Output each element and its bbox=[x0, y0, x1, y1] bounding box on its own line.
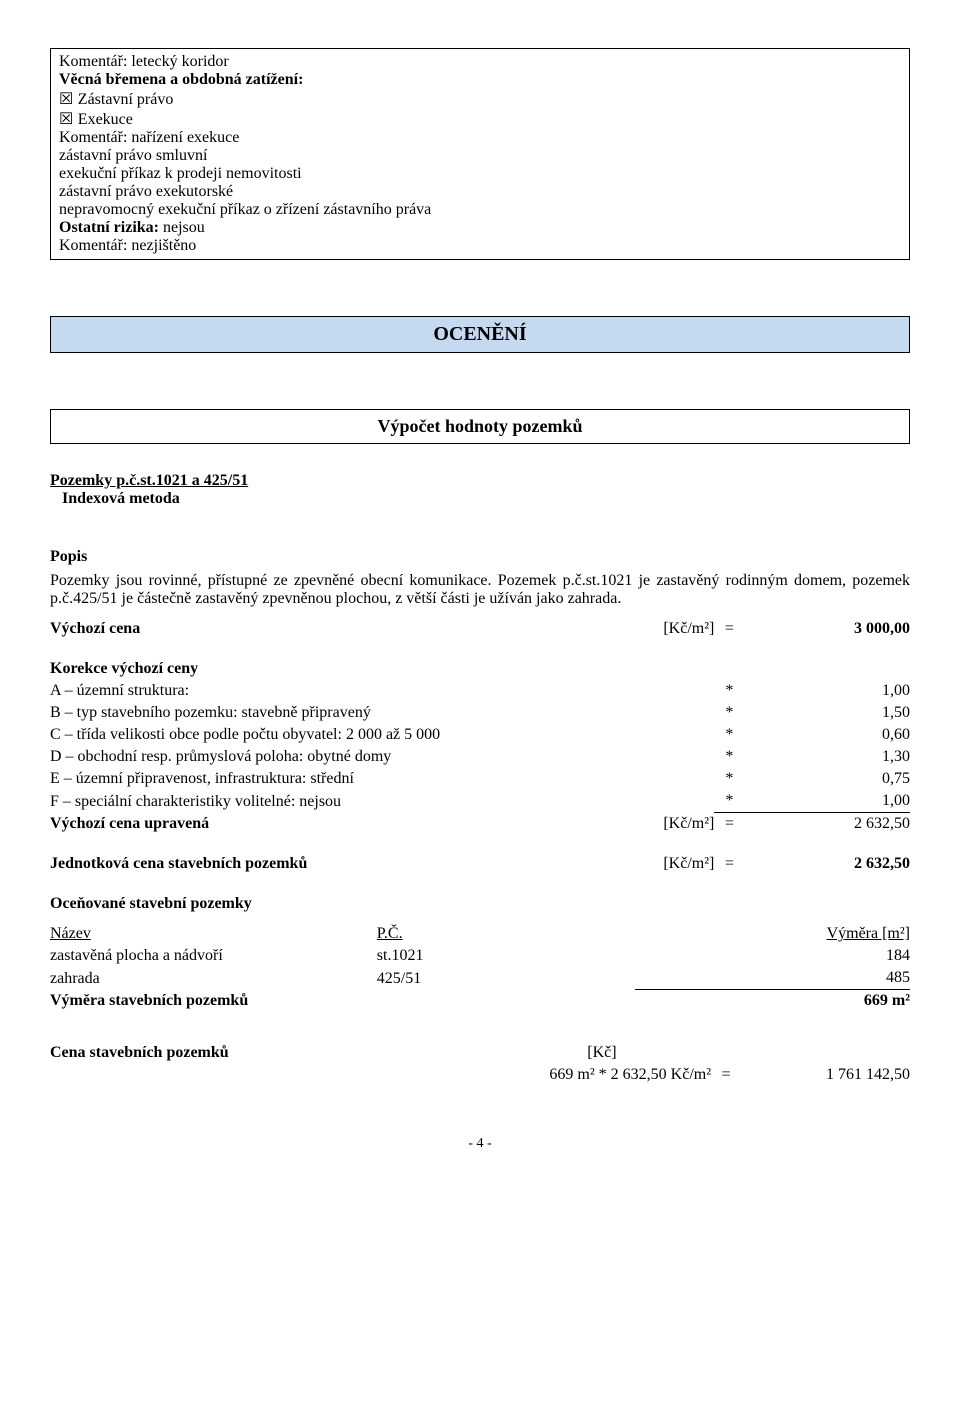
vychozi-label: Výchozí cena bbox=[50, 618, 638, 640]
line-6: nepravomocný exekuční příkaz o zřízení z… bbox=[59, 201, 901, 219]
row-d-op: * bbox=[714, 746, 744, 768]
row-a-label: A – územní struktura: bbox=[50, 680, 638, 702]
row-b-val: 1,50 bbox=[744, 702, 910, 724]
row-c-val: 0,60 bbox=[744, 724, 910, 746]
line-3: zástavní právo smluvní bbox=[59, 147, 901, 165]
cena-row-1: Cena stavebních pozemků [Kč] bbox=[50, 1042, 910, 1064]
zastavni-pravo: Zástavní právo bbox=[59, 89, 901, 109]
row-f: F – speciální charakteristiky volitelné:… bbox=[50, 790, 910, 813]
row-c: C – třída velikosti obce podle počtu oby… bbox=[50, 724, 910, 746]
row-d: D – obchodní resp. průmyslová poloha: ob… bbox=[50, 746, 910, 768]
row-f-op: * bbox=[714, 790, 744, 813]
ocen-table: Název P.Č. Výměra [m²] zastavěná plocha … bbox=[50, 923, 910, 1012]
komentar-3: Komentář: nezjištěno bbox=[59, 237, 901, 255]
row-jednotkova: Jednotková cena stavebních pozemků [Kč/m… bbox=[50, 853, 910, 875]
ocen-header-row: Název P.Č. Výměra [m²] bbox=[50, 923, 910, 945]
row-upravena: Výchozí cena upravená [Kč/m²] = 2 632,50 bbox=[50, 813, 910, 836]
line-4: exekuční příkaz k prodeji nemovitosti bbox=[59, 165, 901, 183]
info-box: Komentář: letecký koridor Věcná břemena … bbox=[50, 48, 910, 260]
cena-expr: 669 m² * 2 632,50 Kč/m² bbox=[463, 1064, 711, 1086]
jednotkova-label: Jednotková cena stavebních pozemků bbox=[50, 853, 638, 875]
komentar-1: Komentář: letecký koridor bbox=[59, 53, 901, 71]
ocen-0-vym: 184 bbox=[635, 945, 910, 967]
komentar2-value: nařízení exekuce bbox=[131, 129, 239, 146]
ocen-row-0: zastavěná plocha a nádvoří st.1021 184 bbox=[50, 945, 910, 967]
ocen-row-1: zahrada 425/51 485 bbox=[50, 967, 910, 990]
cena-label: Cena stavebních pozemků bbox=[50, 1042, 463, 1064]
row-vychozi: Výchozí cena [Kč/m²] = 3 000,00 bbox=[50, 618, 910, 640]
popis-heading: Popis bbox=[50, 548, 910, 566]
row-b-label: B – typ stavebního pozemku: stavebně při… bbox=[50, 702, 638, 724]
ocen-total-val: 669 m² bbox=[635, 990, 910, 1013]
row-e-label: E – územní připravenost, infrastruktura:… bbox=[50, 768, 638, 790]
ostatni-label: Ostatní rizika: bbox=[59, 219, 159, 236]
ocen-1-vym: 485 bbox=[635, 967, 910, 990]
calc-table: Výchozí cena [Kč/m²] = 3 000,00 Korekce … bbox=[50, 618, 910, 875]
korekce-heading: Korekce výchozí ceny bbox=[50, 658, 910, 680]
ocen-total-label: Výměra stavebních pozemků bbox=[50, 990, 635, 1013]
line-5: zástavní právo exekutorské bbox=[59, 183, 901, 201]
popis-text: Pozemky jsou rovinné, přístupné ze zpevn… bbox=[50, 572, 910, 608]
ocen-1-nazev: zahrada bbox=[50, 967, 377, 990]
komentar3-value: nezjištěno bbox=[131, 237, 196, 254]
ocen-1-pc: 425/51 bbox=[377, 967, 635, 990]
komentar1-label: Komentář: bbox=[59, 53, 127, 70]
komentar-2: Komentář: nařízení exekuce bbox=[59, 129, 901, 147]
row-e: E – územní připravenost, infrastruktura:… bbox=[50, 768, 910, 790]
ocen-0-nazev: zastavěná plocha a nádvoří bbox=[50, 945, 377, 967]
page-number: - 4 - bbox=[50, 1136, 910, 1152]
row-f-val: 1,00 bbox=[744, 790, 910, 813]
col-vymera: Výměra [m²] bbox=[635, 923, 910, 945]
cena-table: Cena stavebních pozemků [Kč] 669 m² * 2 … bbox=[50, 1042, 910, 1086]
row-a-val: 1,00 bbox=[744, 680, 910, 702]
pozemky-heading: Pozemky p.č.st.1021 a 425/51 bbox=[50, 472, 910, 490]
jednotkova-val: 2 632,50 bbox=[744, 853, 910, 875]
cena-val: 1 761 142,50 bbox=[741, 1064, 910, 1086]
col-nazev: Název bbox=[50, 923, 377, 945]
ostatni-value: nejsou bbox=[163, 219, 205, 236]
komentar3-label: Komentář: bbox=[59, 237, 127, 254]
upravena-val: 2 632,50 bbox=[744, 813, 910, 836]
upravena-unit: [Kč/m²] bbox=[638, 813, 715, 836]
row-e-val: 0,75 bbox=[744, 768, 910, 790]
col-pc: P.Č. bbox=[377, 923, 635, 945]
row-b: B – typ stavebního pozemku: stavebně při… bbox=[50, 702, 910, 724]
pozemky-method: Indexová metoda bbox=[50, 490, 910, 508]
cena-row-2: 669 m² * 2 632,50 Kč/m² = 1 761 142,50 bbox=[50, 1064, 910, 1086]
vychozi-unit: [Kč/m²] bbox=[638, 618, 715, 640]
ocen-total-row: Výměra stavebních pozemků 669 m² bbox=[50, 990, 910, 1013]
vypocet-heading: Výpočet hodnoty pozemků bbox=[50, 409, 910, 444]
row-a: A – územní struktura: * 1,00 bbox=[50, 680, 910, 702]
row-c-label: C – třída velikosti obce podle počtu oby… bbox=[50, 724, 638, 746]
komentar2-label: Komentář: bbox=[59, 129, 127, 146]
exekuce: Exekuce bbox=[59, 109, 901, 129]
vychozi-op: = bbox=[714, 618, 744, 640]
ostatni-rizika: Ostatní rizika: nejsou bbox=[59, 219, 901, 237]
komentar1-value: letecký koridor bbox=[131, 53, 228, 70]
oceneni-heading: OCENĚNÍ bbox=[50, 316, 910, 353]
row-c-op: * bbox=[714, 724, 744, 746]
cena-unit: [Kč] bbox=[463, 1042, 741, 1064]
upravena-op: = bbox=[714, 813, 744, 836]
row-a-op: * bbox=[714, 680, 744, 702]
row-korekce-head: Korekce výchozí ceny bbox=[50, 658, 910, 680]
upravena-label: Výchozí cena upravená bbox=[50, 813, 638, 836]
cena-op: = bbox=[711, 1064, 741, 1086]
row-b-op: * bbox=[714, 702, 744, 724]
row-e-op: * bbox=[714, 768, 744, 790]
ocen-heading: Oceňované stavební pozemky bbox=[50, 895, 910, 913]
row-d-label: D – obchodní resp. průmyslová poloha: ob… bbox=[50, 746, 638, 768]
row-f-label: F – speciální charakteristiky volitelné:… bbox=[50, 790, 638, 813]
jednotkova-op: = bbox=[714, 853, 744, 875]
vychozi-val: 3 000,00 bbox=[744, 618, 910, 640]
vecna-heading: Věcná břemena a obdobná zatížení: bbox=[59, 71, 901, 89]
ocen-0-pc: st.1021 bbox=[377, 945, 635, 967]
jednotkova-unit: [Kč/m²] bbox=[638, 853, 715, 875]
row-d-val: 1,30 bbox=[744, 746, 910, 768]
